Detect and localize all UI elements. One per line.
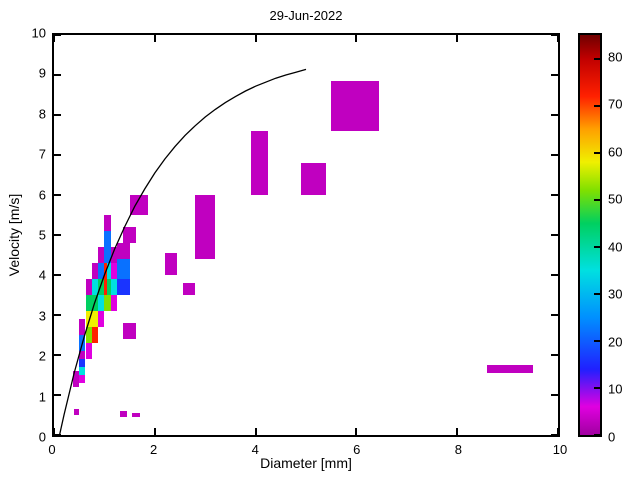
x-tick-label: 4 (251, 442, 259, 457)
plot-area (52, 33, 560, 437)
colorbar-tick-label: 20 (608, 334, 623, 350)
colorbar-tick-mark (594, 245, 600, 248)
tick-mark (54, 234, 61, 236)
tick-mark (254, 428, 257, 435)
tick-mark (551, 354, 558, 356)
colorbar-tick-mark (594, 198, 600, 201)
y-tick-label: 4 (38, 267, 46, 283)
tick-mark (551, 154, 558, 156)
tick-mark (54, 74, 61, 76)
x-tick-label: 8 (454, 442, 463, 457)
tick-mark (551, 274, 558, 276)
tick-mark (456, 428, 459, 435)
colorbar-tick-mark (594, 386, 600, 389)
tick-mark (551, 194, 558, 196)
tick-mark (557, 428, 558, 435)
colorbar-tick-label: 80 (608, 49, 623, 65)
y-tick-label: 3 (38, 308, 46, 324)
y-tick-label: 0 (38, 429, 46, 445)
colorbar-tick-mark (594, 104, 600, 107)
y-tick-label: 8 (38, 106, 46, 122)
tick-mark (551, 74, 558, 76)
y-tick-label: 7 (38, 146, 46, 162)
tick-mark (54, 428, 55, 435)
tick-mark (54, 274, 61, 276)
tick-mark (254, 35, 257, 42)
y-tick-label: 6 (38, 187, 46, 203)
colorbar-tick-mark (594, 151, 600, 154)
colorbar (578, 33, 602, 437)
tick-mark (54, 35, 61, 36)
colorbar-tick-mark (594, 434, 600, 436)
heatmap-cell (331, 81, 380, 131)
tick-mark (153, 428, 156, 435)
y-tick-label: 9 (38, 65, 46, 81)
tick-mark (551, 114, 558, 116)
x-axis-label: Diameter [mm] (260, 455, 352, 471)
tick-mark (153, 35, 156, 42)
colorbar-tick-mark (594, 292, 600, 295)
colorbar-tick-label: 40 (608, 239, 623, 255)
tick-mark (355, 35, 358, 42)
colorbar-tick-label: 50 (608, 191, 623, 207)
tick-mark (355, 428, 358, 435)
tick-mark (551, 314, 558, 316)
chart-title: 29-Jun-2022 (269, 8, 343, 23)
tick-mark (551, 234, 558, 236)
tick-mark (54, 194, 61, 196)
tick-mark (54, 434, 61, 435)
colorbar-tick-label: 0 (608, 429, 616, 445)
tick-mark (54, 114, 61, 116)
colorbar-tick-label: 70 (608, 96, 623, 112)
ticks-layer (54, 35, 558, 435)
tick-mark (456, 35, 459, 42)
x-tick-label: 10 (552, 442, 568, 457)
heatmap-cell (487, 365, 533, 373)
y-tick-label: 2 (38, 348, 46, 364)
y-tick-label: 1 (38, 389, 46, 405)
x-tick-label: 2 (149, 442, 158, 457)
colorbar-tick-label: 30 (608, 286, 623, 302)
y-tick-label: 10 (31, 25, 46, 41)
tick-mark (54, 35, 55, 42)
tick-mark (551, 434, 558, 435)
x-tick-label: 6 (353, 442, 361, 457)
tick-mark (54, 314, 61, 316)
tick-mark (54, 394, 61, 396)
y-axis-label: Velocity [m/s] (6, 193, 22, 277)
tick-mark (551, 394, 558, 396)
y-tick-label: 5 (38, 227, 46, 243)
tick-mark (557, 35, 558, 42)
tick-mark (54, 354, 61, 356)
tick-mark (551, 35, 558, 36)
colorbar-tick-label: 60 (608, 144, 623, 160)
colorbar-tick-mark (594, 57, 600, 60)
x-tick-label: 0 (48, 442, 56, 457)
colorbar-tick-mark (594, 339, 600, 342)
tick-mark (54, 154, 61, 156)
colorbar-tick-label: 10 (608, 381, 623, 397)
